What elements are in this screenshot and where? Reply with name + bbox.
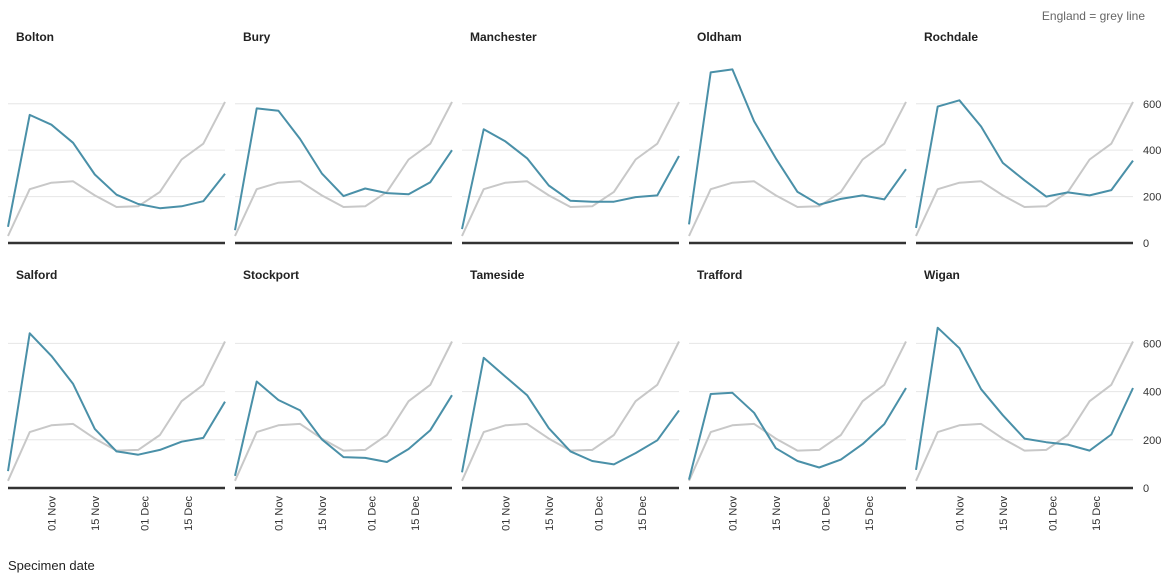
- england-line: [915, 101, 1134, 237]
- area-line: [7, 332, 226, 472]
- panel-title: Salford: [16, 268, 57, 282]
- y-tick-label: 0: [1143, 483, 1149, 495]
- x-axis-label: Specimen date: [8, 558, 95, 573]
- panel-salford: Salford 01 Nov 15 Nov 01 Dec 15 Dec: [7, 268, 226, 531]
- panel-trafford: Trafford 01 Nov 15 Nov 01 Dec 15 Dec: [688, 268, 907, 531]
- area-line: [688, 68, 907, 225]
- panel-title: Wigan: [924, 268, 960, 282]
- area-line: [688, 387, 907, 480]
- y-tick-label: 200: [1143, 435, 1161, 447]
- x-tick-label: 15 Nov: [317, 496, 329, 531]
- england-line: [234, 101, 453, 237]
- area-line: [234, 380, 453, 477]
- england-line: [461, 341, 680, 482]
- x-tick-label: 01 Dec: [820, 496, 832, 531]
- england-line: [688, 101, 907, 237]
- x-tick-label: 15 Dec: [1091, 496, 1103, 531]
- panel-wigan: Wigan 0 200 400 600 01 Nov 15 Nov 01 Dec 15 Dec: [915, 268, 1161, 531]
- x-tick-label: 15 Dec: [637, 496, 649, 531]
- area-line: [461, 356, 680, 473]
- area-line: [461, 128, 680, 230]
- england-line: [234, 341, 453, 482]
- y-tick-label: 600: [1143, 338, 1161, 350]
- panel-manchester: Manchester: [461, 30, 680, 245]
- panel-title: Manchester: [470, 30, 537, 44]
- england-line: [461, 101, 680, 237]
- panel-title: Bury: [243, 30, 271, 44]
- y-tick-label: 400: [1143, 145, 1161, 157]
- panel-stockport: Stockport 01 Nov 15 Nov 01 Dec 15 Dec: [234, 268, 453, 531]
- panel-bury: Bury: [234, 30, 453, 245]
- england-line: [915, 341, 1134, 482]
- england-line: [7, 101, 226, 237]
- x-tick-label: 15 Dec: [183, 496, 195, 531]
- panel-title: Oldham: [697, 30, 742, 44]
- x-tick-label: 01 Dec: [139, 496, 151, 531]
- panel-oldham: Oldham: [688, 30, 907, 245]
- panel-title: Tameside: [470, 268, 525, 282]
- x-tick-label: 01 Nov: [46, 496, 58, 531]
- y-tick-label: 400: [1143, 387, 1161, 399]
- y-tick-label: 200: [1143, 192, 1161, 204]
- x-tick-label: 15 Nov: [771, 496, 783, 531]
- x-tick-label: 01 Dec: [593, 496, 605, 531]
- x-tick-label: 15 Nov: [544, 496, 556, 531]
- x-tick-label: 15 Nov: [90, 496, 102, 531]
- area-line: [915, 99, 1134, 229]
- x-tick-label: 01 Nov: [727, 496, 739, 531]
- panel-tameside: Tameside 01 Nov 15 Nov 01 Dec 15 Dec: [461, 268, 680, 531]
- x-tick-label: 15 Dec: [410, 496, 422, 531]
- panel-title: Rochdale: [924, 30, 978, 44]
- y-tick-label: 600: [1143, 99, 1161, 111]
- panel-title: Stockport: [243, 268, 299, 282]
- x-tick-label: 01 Nov: [954, 496, 966, 531]
- panel-title: Bolton: [16, 30, 54, 44]
- england-line: [7, 341, 226, 482]
- england-line: [688, 341, 907, 482]
- x-tick-label: 01 Dec: [366, 496, 378, 531]
- area-line: [234, 107, 453, 231]
- panel-title: Trafford: [697, 268, 742, 282]
- x-tick-label: 15 Dec: [864, 496, 876, 531]
- legend-note: England = grey line: [1041, 9, 1145, 23]
- area-line: [915, 326, 1134, 471]
- x-tick-label: 01 Nov: [500, 496, 512, 531]
- area-line: [7, 113, 226, 227]
- x-tick-label: 01 Nov: [273, 496, 285, 531]
- y-tick-label: 0: [1143, 238, 1149, 250]
- panel-bolton: Bolton: [7, 30, 226, 245]
- x-tick-label: 01 Dec: [1047, 496, 1059, 531]
- panel-rochdale: Rochdale 0 200 400 600: [915, 30, 1161, 250]
- x-tick-label: 15 Nov: [998, 496, 1010, 531]
